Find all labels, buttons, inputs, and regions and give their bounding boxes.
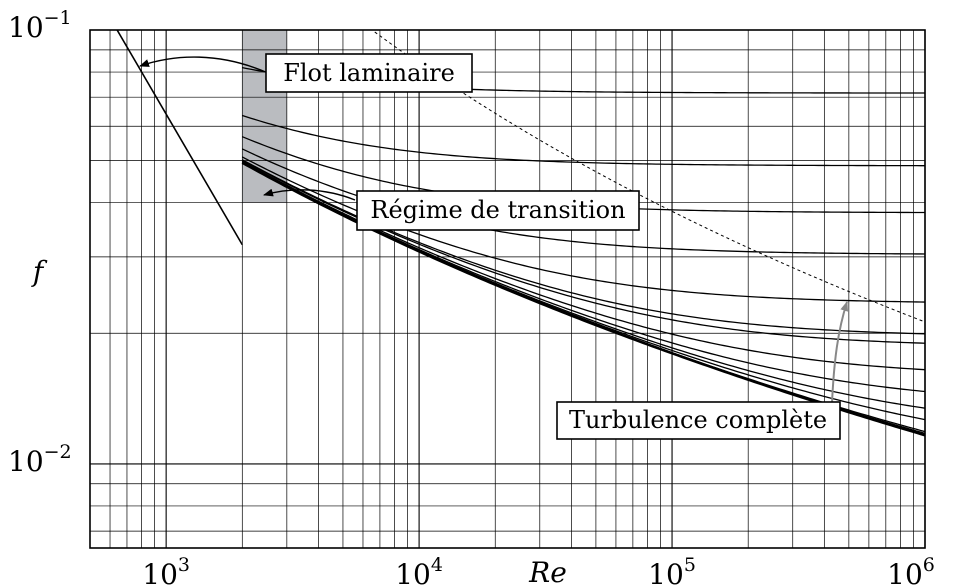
laminar-label-box — [265, 53, 473, 93]
turbulence-arrow — [831, 301, 849, 404]
roughness-curve — [241, 161, 925, 393]
transition-arrow — [263, 188, 356, 201]
laminar-arrow — [139, 56, 269, 74]
turbulence-label-box — [556, 401, 841, 440]
plot-frame — [89, 29, 926, 549]
x-tick-label: 106 — [887, 554, 935, 588]
roughness-curve — [241, 156, 925, 303]
roughness-curve — [242, 148, 925, 255]
roughness-curve — [241, 160, 925, 371]
transition-label: Régime de transition — [370, 196, 625, 224]
y-axis-label: f — [31, 255, 48, 288]
y-tick-label: 10−2 — [8, 441, 72, 478]
x-tick-label: 103 — [142, 554, 190, 588]
transition-annotation: Régime de transition — [263, 188, 640, 231]
friction-curves — [116, 30, 925, 437]
roughness-curve — [241, 159, 925, 344]
roughness-curve — [241, 159, 925, 335]
laminar-line — [116, 30, 243, 246]
x-tick-label: 105 — [648, 554, 696, 588]
complete-turbulence-line — [371, 30, 925, 323]
turbulence-annotation: Turbulence complète — [556, 301, 849, 440]
transition-label-box — [356, 190, 640, 231]
x-tick-labels: 103 104 105 106 — [142, 554, 935, 588]
y-tick-label: 10−1 — [8, 7, 72, 44]
laminar-annotation: Flot laminaire — [139, 53, 473, 93]
x-axis-label: Re — [528, 556, 567, 588]
laminar-label: Flot laminaire — [283, 59, 455, 87]
x-tick-label: 104 — [395, 554, 443, 588]
y-tick-labels: 10−1 10−2 — [8, 7, 72, 478]
turbulence-label: Turbulence complète — [569, 406, 827, 434]
roughness-curve — [242, 114, 925, 167]
